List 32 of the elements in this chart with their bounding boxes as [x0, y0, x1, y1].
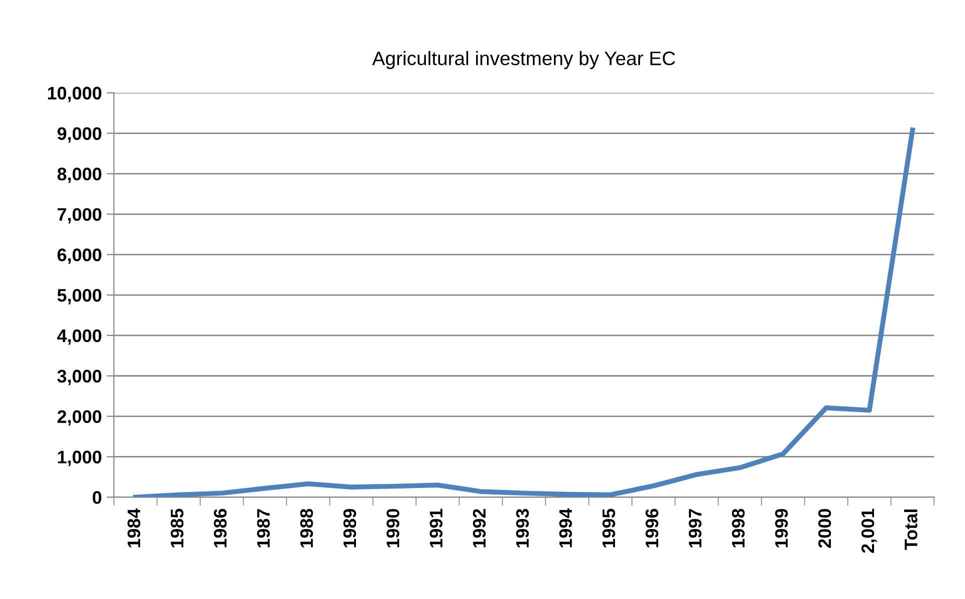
line-series: [133, 128, 915, 498]
y-tick-label: 10,000: [48, 86, 102, 102]
x-tick-label: 2000: [818, 509, 832, 548]
y-tick-label: 8,000: [57, 168, 102, 184]
y-tick-label: 1,000: [58, 450, 102, 466]
y-tick-label: 0: [92, 491, 102, 504]
y-tick-label: 2,000: [58, 410, 102, 426]
x-tick-label: Total: [904, 510, 918, 550]
x-tick-label: 1994: [559, 508, 572, 548]
y-tick-label: 4,000: [57, 329, 102, 345]
x-tick-label: 1990: [386, 509, 400, 548]
x-tick-label: 1995: [602, 508, 616, 548]
y-tick-label: 3,000: [57, 370, 102, 386]
y-tick-label: 9,000: [58, 127, 102, 143]
x-tick-label: 1992: [472, 509, 486, 548]
x-tick-label: 1985: [170, 508, 184, 548]
chart-title: Agricultural investmeny by Year EC: [372, 50, 676, 70]
x-tick-label: 1999: [775, 508, 788, 548]
y-tick-label: 7,000: [58, 208, 102, 224]
y-tick-label: 5,000: [57, 288, 102, 304]
x-tick-label: 1993: [516, 508, 529, 548]
x-tick-label: 1998: [732, 508, 745, 548]
x-tick-label: 2,001: [861, 508, 877, 553]
y-tick-label: 6,000: [58, 248, 102, 264]
x-tick-label: 1988: [300, 508, 313, 548]
x-tick-label: 1984: [128, 508, 140, 548]
x-tick-label: 1991: [430, 508, 442, 548]
x-tick-label: 1996: [646, 508, 658, 548]
x-tick-label: 1987: [257, 509, 270, 548]
x-tick-label: 1989: [343, 508, 356, 548]
x-tick-label: 1997: [688, 509, 702, 548]
x-tick-label: 1986: [214, 508, 227, 548]
